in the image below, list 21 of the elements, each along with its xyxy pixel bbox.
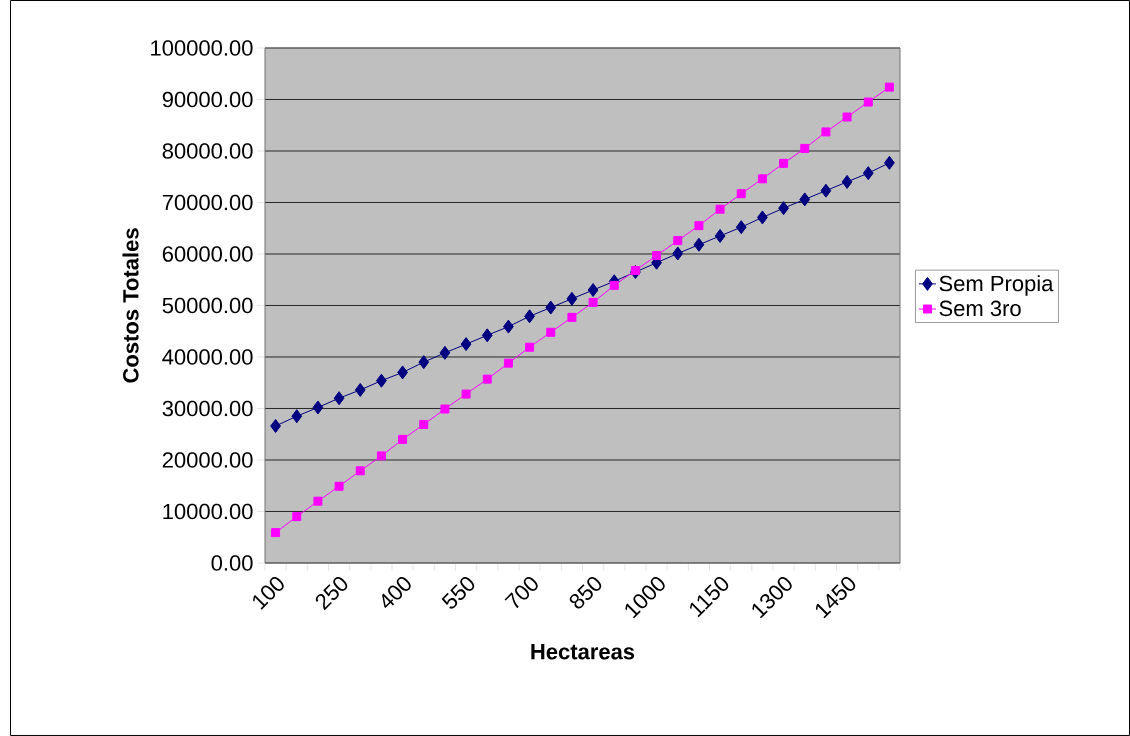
y-tick-label: 20000.00 [162, 452, 253, 468]
x-tick-label: 400 [382, 576, 411, 609]
y-tick-label: 90000.00 [162, 91, 253, 108]
y-tick-label: 50000.00 [162, 297, 253, 314]
y-tick-label: 30000.00 [162, 400, 253, 417]
y-tick-label: 10000.00 [163, 503, 253, 520]
y-tick-label: 80000.00 [162, 143, 253, 159]
x-tick-label: 550 [441, 576, 475, 609]
y-axis-title: Costos Totales [122, 228, 139, 383]
y-tick-label: 40000.00 [162, 349, 253, 365]
x-axis-title: Hectareas [531, 644, 635, 660]
y-tick-label: 0.00 [211, 555, 253, 571]
y-tick-label: 70000.00 [162, 194, 253, 211]
legend-label: Sem 3ro [939, 300, 1021, 317]
y-tick-label: 100000.00 [151, 40, 253, 56]
legend-label: Sem Propia [939, 275, 1054, 296]
x-tick-label: 100 [253, 576, 284, 610]
y-tick-label: 60000.00 [162, 246, 253, 262]
x-tick-label: 250 [315, 576, 348, 611]
x-tick-label: 700 [504, 576, 538, 609]
x-tick-label: 850 [569, 576, 602, 609]
